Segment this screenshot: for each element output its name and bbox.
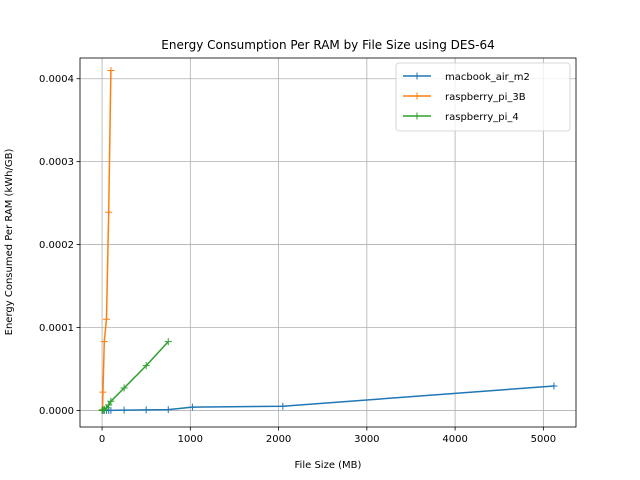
y-tick-label: 0.0000 (39, 406, 74, 417)
data-point-raspberry-pi-3B (105, 208, 113, 216)
legend-marker-raspberry-pi-4 (413, 112, 421, 120)
data-point-raspberry-pi-4 (142, 362, 150, 370)
x-tick-label: 4000 (442, 434, 467, 445)
data-point-macbook-air-m2 (188, 403, 196, 411)
chart-title: Energy Consumption Per RAM by File Size … (161, 38, 494, 52)
y-tick-label: 0.0003 (39, 157, 74, 168)
series-raspberry-pi-4 (98, 338, 172, 414)
data-point-raspberry-pi-4 (105, 401, 113, 409)
x-tick-label: 5000 (531, 434, 556, 445)
data-point-raspberry-pi-3B (107, 66, 115, 74)
legend-marker-raspberry-pi-3B (413, 92, 421, 100)
series-layer (98, 66, 558, 414)
y-axis-label: Energy Consumed Per RAM (kWh/GB) (4, 149, 15, 336)
data-point-raspberry-pi-4 (164, 338, 172, 346)
legend-label-raspberry-pi-3B: raspberry_pi_3B (445, 92, 526, 103)
x-tick-label: 0 (99, 434, 105, 445)
data-point-raspberry-pi-3B (100, 338, 108, 346)
y-tick-label: 0.0002 (39, 240, 74, 251)
data-point-raspberry-pi-3B (102, 315, 110, 323)
x-tick-label: 1000 (178, 434, 203, 445)
y-tick-label: 0.0001 (39, 323, 74, 334)
legend-box (395, 62, 571, 132)
x-tick-label: 2000 (266, 434, 291, 445)
data-point-raspberry-pi-4 (99, 406, 107, 414)
data-point-macbook-air-m2 (120, 406, 128, 414)
plot-frame (79, 57, 577, 428)
ticks: 0 1000 2000 3000 4000 5000 0.0000 0.0001 0.0002 0… (39, 74, 556, 445)
data-point-raspberry-pi-4 (120, 384, 128, 392)
y-tick-label: 0.0004 (39, 74, 74, 85)
legend-item-raspberry-pi-3B: raspberry_pi_3B (403, 92, 526, 103)
x-axis-label: File Size (MB) (295, 460, 362, 471)
data-point-macbook-air-m2 (279, 402, 287, 410)
legend-label-macbook-air-m2: macbook_air_m2 (445, 72, 530, 83)
legend-item-macbook-air-m2: macbook_air_m2 (403, 72, 530, 83)
data-point-macbook-air-m2 (107, 406, 115, 414)
data-point-macbook-air-m2 (550, 382, 558, 390)
legend: macbook_air_m2 raspberry_pi_3B raspberry_p… (395, 62, 571, 132)
legend-item-raspberry-pi-4: raspberry_pi_4 (403, 112, 519, 123)
data-point-raspberry-pi-3B (99, 388, 107, 396)
data-point-macbook-air-m2 (142, 406, 150, 414)
legend-label-raspberry-pi-4: raspberry_pi_4 (445, 112, 519, 123)
data-point-macbook-air-m2 (164, 406, 172, 414)
x-tick-label: 3000 (354, 434, 379, 445)
legend-marker-macbook-air-m2 (413, 72, 421, 80)
data-point-raspberry-pi-4 (107, 397, 115, 405)
legend-items: macbook_air_m2 raspberry_pi_3B raspberry_p… (403, 72, 530, 123)
